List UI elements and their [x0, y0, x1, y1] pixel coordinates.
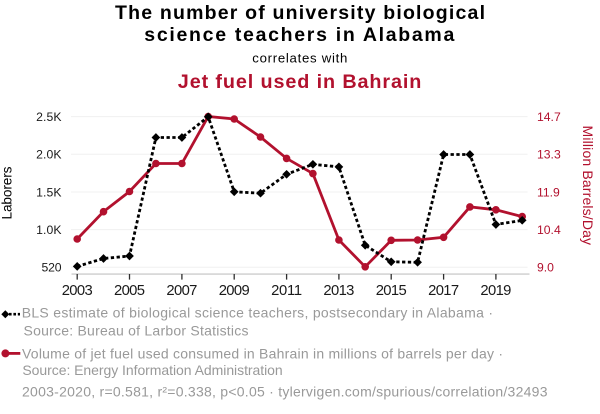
svg-text:correlates with: correlates with [252, 50, 347, 65]
svg-text:10.4: 10.4 [537, 223, 561, 237]
svg-text:Volume of jet fuel used consum: Volume of jet fuel used consumed in Bahr… [22, 345, 503, 361]
svg-text:2.0K: 2.0K [36, 148, 61, 162]
svg-text:Laborers: Laborers [0, 166, 15, 219]
svg-text:1.0K: 1.0K [36, 223, 61, 237]
svg-text:science teachers in Alabama: science teachers in Alabama [144, 24, 454, 46]
svg-text:BLS estimate of biological sci: BLS estimate of biological science teach… [22, 305, 493, 321]
svg-text:13.3: 13.3 [537, 148, 561, 162]
svg-text:Million Barrels/Day: Million Barrels/Day [580, 126, 596, 246]
svg-text:Source: Energy Information Adm: Source: Energy Information Administratio… [22, 362, 282, 378]
svg-text:2019: 2019 [480, 283, 511, 299]
svg-text:9.0: 9.0 [537, 261, 554, 275]
svg-text:2003-2020, r=0.581, r²=0.338,: 2003-2020, r=0.581, r²=0.338, p<0.05 · t… [22, 383, 548, 399]
svg-text:14.7: 14.7 [537, 110, 561, 124]
svg-text:2015: 2015 [376, 283, 407, 299]
svg-text:11.9: 11.9 [537, 185, 560, 199]
svg-text:The number of university biolo: The number of university biological [115, 2, 485, 24]
svg-text:2013: 2013 [323, 283, 354, 299]
svg-text:2005: 2005 [114, 283, 145, 299]
svg-text:2003: 2003 [62, 283, 93, 299]
svg-text:Source: Bureau of Larbor Stati: Source: Bureau of Larbor Statistics [24, 323, 249, 339]
svg-text:1.5K: 1.5K [36, 185, 61, 199]
svg-text:2009: 2009 [219, 283, 250, 299]
svg-text:520: 520 [42, 261, 62, 275]
svg-text:Jet fuel used in Bahrain: Jet fuel used in Bahrain [178, 71, 421, 93]
svg-text:2017: 2017 [428, 283, 459, 299]
svg-text:2011: 2011 [271, 283, 302, 299]
svg-text:2007: 2007 [166, 283, 197, 299]
svg-text:2.5K: 2.5K [36, 110, 61, 124]
